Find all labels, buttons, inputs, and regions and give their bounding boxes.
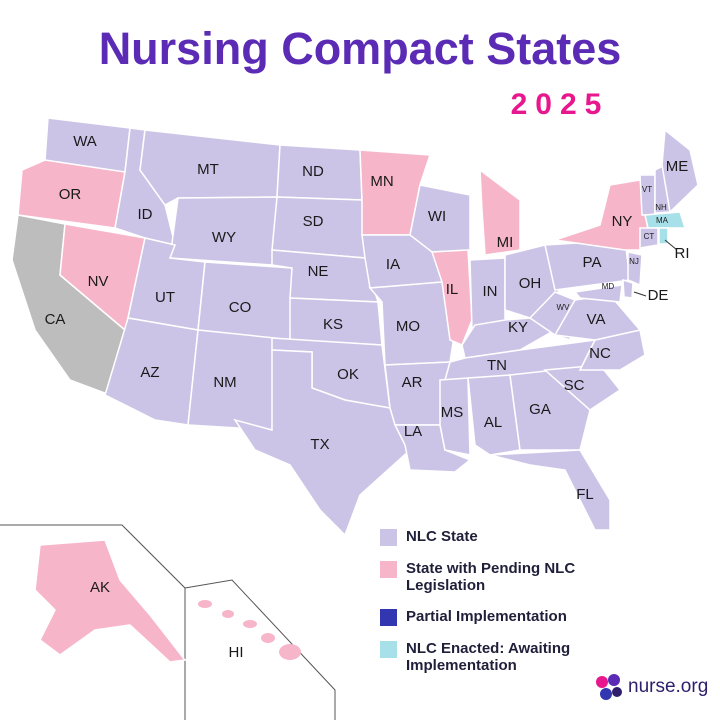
state-label: MI xyxy=(497,234,514,251)
state-label: OK xyxy=(337,366,359,383)
state-shape xyxy=(489,449,611,531)
state-label: WY xyxy=(212,229,236,246)
legend-item: Partial Implementation xyxy=(380,608,710,626)
state-label: TN xyxy=(487,357,507,374)
state-label: NH xyxy=(655,203,667,212)
legend-label: NLC Enacted: Awaiting Implementation xyxy=(406,640,571,674)
state-shape xyxy=(233,349,411,537)
state-label: MD xyxy=(602,282,615,291)
state-label: WV xyxy=(557,303,571,312)
state-label: NY xyxy=(612,213,633,230)
state-label: IN xyxy=(483,283,498,300)
state-label: CA xyxy=(45,311,66,328)
legend-label: State with Pending NLC Legislation xyxy=(406,560,576,594)
legend-swatch xyxy=(380,641,397,658)
state-shape xyxy=(554,179,649,251)
state-label: AL xyxy=(484,414,502,431)
state-label: MO xyxy=(396,318,420,335)
logo: nurse.org xyxy=(628,676,709,697)
state-label: IL xyxy=(446,281,459,298)
state-label: MS xyxy=(441,404,464,421)
state-shape xyxy=(198,600,212,608)
state-shape xyxy=(573,284,623,303)
legend-item: State with Pending NLC Legislation xyxy=(380,560,710,594)
state-label: WI xyxy=(428,208,446,225)
state-label: ND xyxy=(302,163,324,180)
state-label: WA xyxy=(73,133,97,150)
state-shape xyxy=(439,377,471,456)
state-label: PA xyxy=(583,254,602,271)
state-label: KY xyxy=(508,319,528,336)
state-label: HI xyxy=(229,644,244,661)
state-label: SD xyxy=(303,213,324,230)
legend-item: NLC Enacted: Awaiting Implementation xyxy=(380,640,710,674)
state-label: MT xyxy=(197,161,219,178)
state-shape xyxy=(639,174,656,216)
state-shape xyxy=(222,610,234,618)
state-label: LA xyxy=(404,423,422,440)
state-label: AZ xyxy=(140,364,159,381)
state-shape xyxy=(553,294,642,341)
legend-label: NLC State xyxy=(406,528,478,545)
state-shape xyxy=(261,633,275,643)
state-shape xyxy=(34,539,187,663)
state-label: DE xyxy=(648,287,669,304)
states xyxy=(11,117,699,663)
state-label: NM xyxy=(213,374,236,391)
state-label: TX xyxy=(310,436,329,453)
state-label: ME xyxy=(666,158,689,175)
state-label: MA xyxy=(656,216,669,225)
legend: NLC State State with Pending NLC Legislat… xyxy=(380,528,710,688)
state-label: NC xyxy=(589,345,611,362)
state-label: FL xyxy=(576,486,594,503)
legend-swatch xyxy=(380,529,397,546)
legend-swatch xyxy=(380,609,397,626)
state-label: NJ xyxy=(629,257,639,266)
state-label: AK xyxy=(90,579,110,596)
state-label: IA xyxy=(386,256,400,273)
state-label: OH xyxy=(519,275,542,292)
state-labels: WA OR CA NV ID MT WY UT CO AZ NM ND SD NE KS OK TX MN IA MO… xyxy=(45,133,690,661)
state-shape xyxy=(644,211,687,229)
leader-line xyxy=(633,291,647,297)
leader-line xyxy=(664,239,678,251)
state-shape xyxy=(627,251,643,287)
state-shape xyxy=(639,227,659,249)
year: 2025 xyxy=(511,88,610,121)
logo-icon xyxy=(596,674,622,700)
state-shape xyxy=(17,159,126,229)
state-label: VA xyxy=(587,311,606,328)
state-label: CO xyxy=(229,299,252,316)
state-label: KS xyxy=(323,316,343,333)
state-shape xyxy=(622,278,634,299)
inset-border xyxy=(0,524,186,720)
title: Nursing Compact States xyxy=(99,23,622,74)
state-shape xyxy=(479,168,521,256)
legend-item: NLC State xyxy=(380,528,710,546)
state-label: RI xyxy=(675,245,690,262)
state-label: NV xyxy=(88,273,109,290)
state-label: GA xyxy=(529,401,551,418)
state-shape xyxy=(279,644,301,660)
state-shape xyxy=(467,374,521,456)
state-label: OR xyxy=(59,186,82,203)
state-label: VT xyxy=(642,185,652,194)
state-label: ID xyxy=(138,206,153,223)
legend-swatch xyxy=(380,561,397,578)
state-label: NE xyxy=(308,263,329,280)
state-label: UT xyxy=(155,289,175,306)
state-label: CT xyxy=(644,232,655,241)
legend-label: Partial Implementation xyxy=(406,608,567,625)
state-label: SC xyxy=(564,377,585,394)
state-shape xyxy=(661,128,699,214)
state-shape xyxy=(243,620,257,628)
state-label: AR xyxy=(402,374,423,391)
inset-border xyxy=(184,579,336,720)
state-label: MN xyxy=(370,173,393,190)
